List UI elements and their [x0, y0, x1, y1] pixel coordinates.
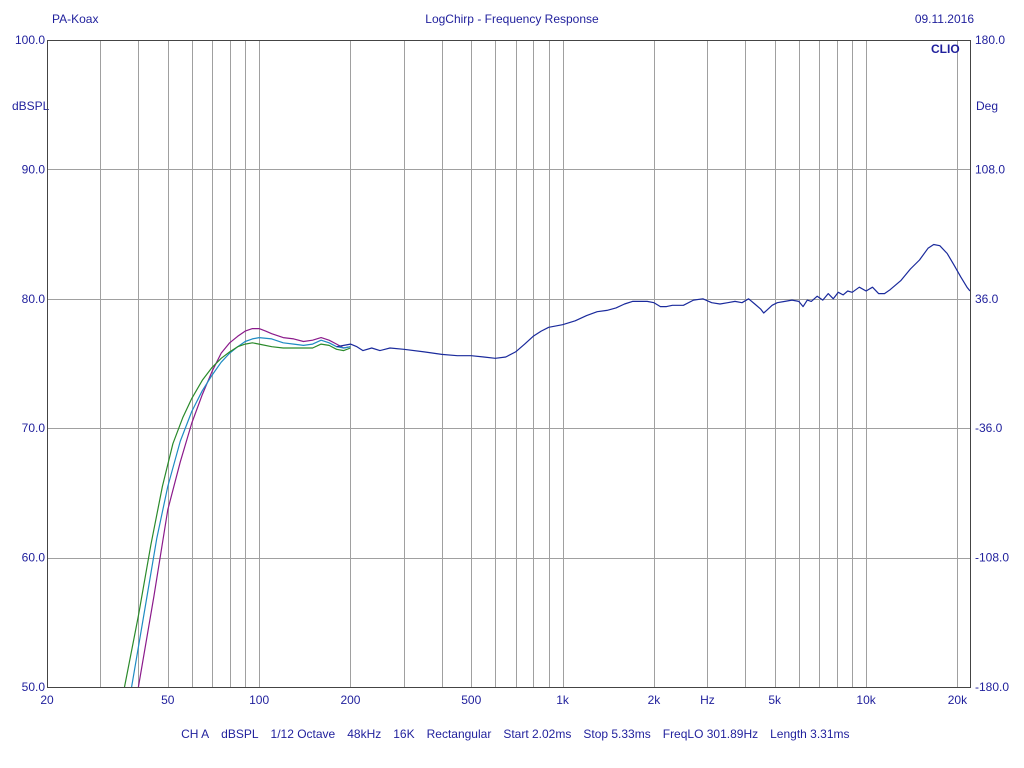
y2-tick-label: 36.0 [975, 292, 999, 306]
measurement-date: 09.11.2016 [914, 12, 974, 26]
chart-name: PA-Koax [52, 12, 99, 26]
clio-logo: CLIO [931, 42, 960, 56]
x-tick-label: 50 [161, 693, 175, 707]
footer-start: Start 2.02ms [503, 727, 572, 741]
x-tick-label: 10k [856, 693, 876, 707]
footer-stop: Stop 5.33ms [583, 727, 651, 741]
footer-fft-size: 16K [393, 727, 415, 741]
series-line-4 [336, 243, 970, 359]
x-tick-label: 20 [40, 693, 54, 707]
x-tick-label: Hz [700, 693, 715, 707]
y2-tick-label: -36.0 [975, 421, 1003, 435]
y-tick-label: 80.0 [22, 292, 46, 306]
y-tick-label: 70.0 [22, 421, 46, 435]
footer-smoothing: 1/12 Octave [270, 727, 336, 741]
x-tick-label: 500 [461, 693, 481, 707]
x-tick-label: 200 [340, 693, 360, 707]
plot-frame [47, 40, 971, 688]
x-tick-label: 2k [648, 693, 662, 707]
y2-tick-label: 108.0 [975, 162, 1005, 176]
measurement-settings-bar: CH A dBSPL 1/12 Octave 48kHz 16K Rectangular S… [0, 713, 1024, 741]
series-line-3 [123, 342, 351, 687]
y2-tick-label: -108.0 [975, 551, 1009, 565]
x-tick-label: 20k [948, 693, 968, 707]
y-tick-label: 50.0 [22, 680, 46, 694]
series-line-1 [137, 328, 351, 687]
footer-unit: dBSPL [221, 727, 259, 741]
measurement-title: LogChirp - Frequency Response [425, 12, 599, 26]
x-tick-label: 5k [768, 693, 782, 707]
y-axis-unit-left: dBSPL [12, 99, 50, 113]
footer-freq-lo: FreqLO 301.89Hz [662, 727, 759, 741]
y-tick-label: 60.0 [22, 551, 46, 565]
footer-length: Length 3.31ms [770, 727, 850, 741]
footer-channel: CH A [181, 727, 210, 741]
series-line-2 [131, 337, 351, 687]
x-tick-label: 100 [249, 693, 269, 707]
y2-tick-label: 180.0 [975, 33, 1005, 47]
footer-window: Rectangular [426, 727, 492, 741]
y2-tick-label: -180.0 [975, 680, 1009, 694]
y-axis-unit-right: Deg [976, 99, 999, 113]
y-tick-label: 100.0 [15, 33, 45, 47]
footer-sample-rate: 48kHz [347, 727, 382, 741]
y-tick-label: 90.0 [22, 162, 46, 176]
x-tick-label: 1k [556, 693, 570, 707]
